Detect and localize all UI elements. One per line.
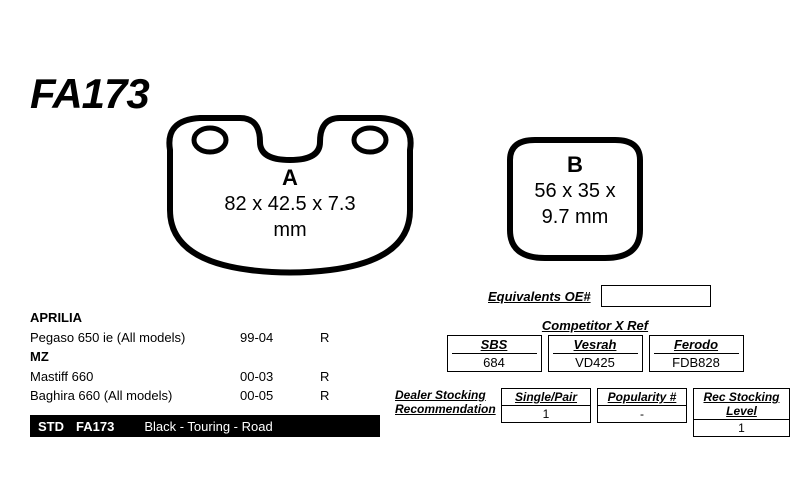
xref-head: Ferodo <box>654 337 739 354</box>
oe-label: Equivalents OE# <box>488 289 591 304</box>
competitor-xref: Competitor X Ref SBS 684 Vesrah VD425 Fe… <box>420 318 770 372</box>
fitment-pos: R <box>320 367 350 387</box>
fitment-list: APRILIA Pegaso 650 ie (All models) 99-04… <box>30 308 350 406</box>
fitment-years: 00-05 <box>240 386 320 406</box>
xref-col: SBS 684 <box>447 335 542 372</box>
xref-title: Competitor X Ref <box>420 318 770 333</box>
dealer-head: Popularity # <box>598 389 686 406</box>
fitment-brand: APRILIA <box>30 308 350 328</box>
fitment-brand: MZ <box>30 347 350 367</box>
xref-val: FDB828 <box>654 355 739 370</box>
pad-b-dims-1: 56 x 35 x <box>485 178 665 204</box>
brake-pad-a: A 82 x 42.5 x 7.3 mm <box>130 100 450 300</box>
xref-val: VD425 <box>553 355 638 370</box>
fitment-pos: R <box>320 328 350 348</box>
oe-value-box <box>601 285 711 307</box>
xref-col: Ferodo FDB828 <box>649 335 744 372</box>
std-label: STD <box>38 419 64 434</box>
dealer-col: Rec Stocking Level 1 <box>693 388 790 437</box>
product-type-bar: STD FA173 Black - Touring - Road <box>30 415 380 437</box>
pad-a-dims-2: mm <box>130 217 450 243</box>
dealer-col: Single/Pair 1 <box>501 388 591 423</box>
fitment-model: Mastiff 660 <box>30 367 240 387</box>
std-desc: Black - Touring - Road <box>144 419 272 434</box>
fitment-years: 99-04 <box>240 328 320 348</box>
dealer-head: Single/Pair <box>502 389 590 406</box>
fitment-pos: R <box>320 386 350 406</box>
dealer-col: Popularity # - <box>597 388 687 423</box>
dealer-head: Rec Stocking Level <box>694 389 789 420</box>
xref-val: 684 <box>452 355 537 370</box>
dealer-val: 1 <box>694 420 789 436</box>
fitment-row: Mastiff 660 00-03 R <box>30 367 350 387</box>
pad-b-dims-2: 9.7 mm <box>485 204 665 230</box>
oe-equivalents: Equivalents OE# <box>488 285 711 307</box>
xref-col: Vesrah VD425 <box>548 335 643 372</box>
dealer-stocking: Dealer Stocking Recommendation Single/Pa… <box>395 388 790 437</box>
pad-a-dims-1: 82 x 42.5 x 7.3 <box>130 191 450 217</box>
pad-a-label: A <box>130 165 450 191</box>
fitment-model: Pegaso 650 ie (All models) <box>30 328 240 348</box>
fitment-model: Baghira 660 (All models) <box>30 386 240 406</box>
std-code: FA173 <box>76 419 114 434</box>
dealer-val: 1 <box>502 406 590 422</box>
dealer-label: Dealer Stocking Recommendation <box>395 388 495 417</box>
dealer-val: - <box>598 406 686 422</box>
pad-a-hole-1 <box>194 128 226 152</box>
pad-b-label: B <box>485 152 665 178</box>
pad-a-hole-2 <box>354 128 386 152</box>
fitment-row: Baghira 660 (All models) 00-05 R <box>30 386 350 406</box>
fitment-row: Pegaso 650 ie (All models) 99-04 R <box>30 328 350 348</box>
fitment-years: 00-03 <box>240 367 320 387</box>
xref-head: Vesrah <box>553 337 638 354</box>
brake-pad-b: B 56 x 35 x 9.7 mm <box>485 130 665 270</box>
xref-head: SBS <box>452 337 537 354</box>
